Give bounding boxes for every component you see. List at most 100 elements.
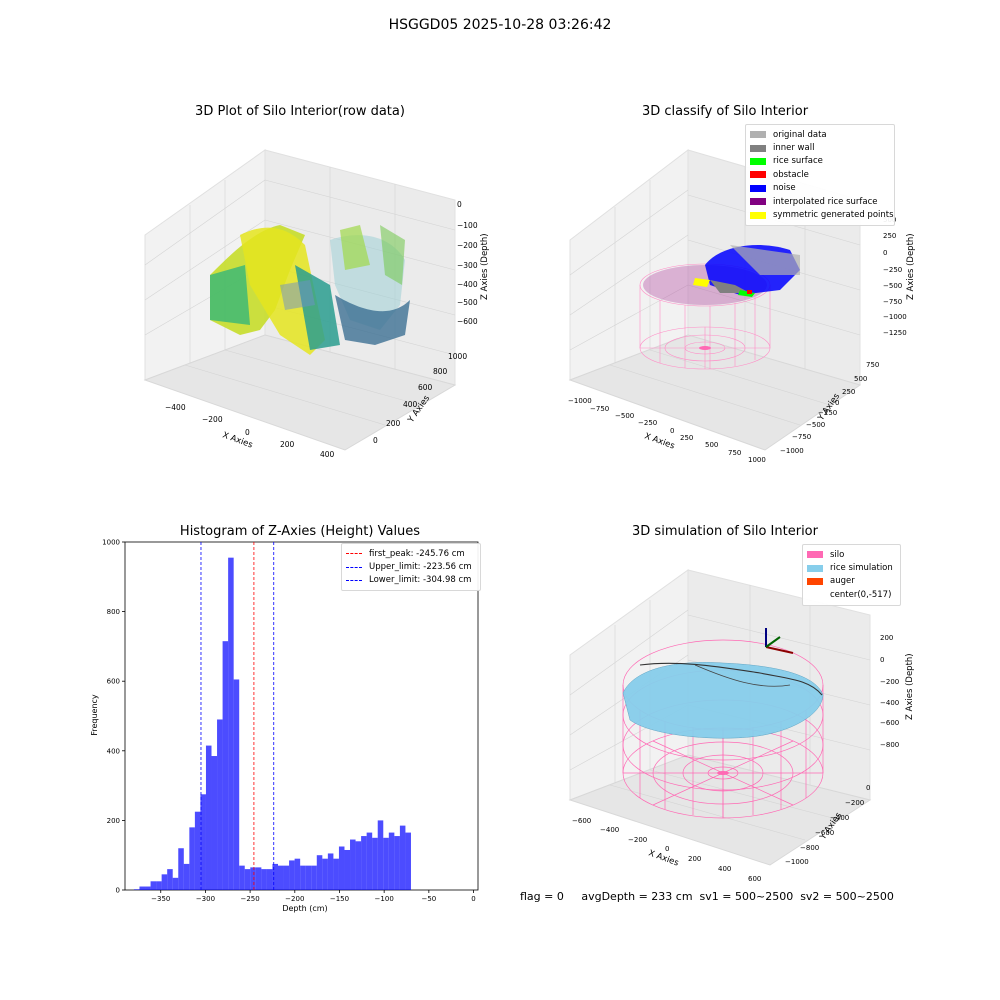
histogram-bar [394,836,400,890]
histogram-bar [372,837,378,890]
simulation-3d-plot: −600 −400 −200 0 200 400 600 0 −200 −400… [568,569,915,883]
svg-text:−800: −800 [800,844,819,852]
svg-text:−500: −500 [883,282,902,290]
histogram-bar [133,889,140,890]
svg-text:−1000: −1000 [883,313,907,321]
raw-x-ticks: −400 −200 0 200 400 [165,403,335,459]
svg-text:−200: −200 [202,415,223,424]
histogram-bar [277,865,284,890]
histogram-title: Histogram of Z-Axies (Height) Values [179,524,421,539]
histogram-bar [178,848,184,890]
histogram-x-label: Depth (cm) [282,904,327,913]
x-tick-label: −50 [421,895,436,903]
histogram-bar [255,867,262,890]
histogram-bar [300,865,306,890]
histogram-bar [305,865,312,890]
raw-3d-plot: −400 −200 0 200 400 0 200 400 600 800 10… [143,149,490,459]
classify-rice-surface [738,290,755,297]
simulation-x-ticks: −600 −400 −200 0 200 400 600 [572,817,761,883]
classify-y-ticks: 750 500 250 0 −250 −500 −750 −1000 [780,361,879,455]
histogram-bar [322,858,328,890]
svg-text:−750: −750 [883,298,902,306]
legend-swatch [807,551,823,559]
svg-text:800: 800 [433,367,448,376]
histogram-bar [350,839,356,890]
histogram-bar [250,867,256,890]
svg-text:−500: −500 [457,298,478,307]
simulation-z-ticks: 200 0 −200 −400 −600 −800 [880,634,899,749]
raw-point-cloud [210,225,410,355]
histogram-chart: −350 −300 −250 −200 −150 −100 −50 0 0 200 400 600 80… [90,539,479,913]
legend-item-lower-limit: Lower_limit: -304.98 cm [346,574,476,587]
svg-text:−100: −100 [457,221,478,230]
histogram-bar [333,858,339,890]
legend-item-noise: noise [750,182,890,195]
raw-z-ticks: 0 −100 −200 −300 −400 −500 −600 [457,200,478,326]
histogram-bar [261,869,267,890]
classify-obstacle [747,290,752,294]
svg-text:−1000: −1000 [785,858,809,866]
legend-item-first-peak: first_peak: -245.76 cm [346,547,476,560]
histogram-bar [167,869,173,890]
histogram-axes [124,541,479,891]
svg-text:−600: −600 [572,817,591,825]
classify-silo-center [699,346,711,350]
classify-inner-wall [710,280,750,293]
svg-text:500: 500 [705,441,718,449]
svg-text:−200: −200 [880,678,899,686]
svg-text:500: 500 [854,375,867,383]
svg-text:−400: −400 [457,280,478,289]
svg-text:−400: −400 [880,699,899,707]
svg-text:1000: 1000 [448,352,467,361]
histogram-bar [189,827,195,890]
legend-item-auger: auger [807,575,896,588]
legend-item-original-data: original data [750,128,890,141]
histogram-bar [139,886,146,890]
svg-text:−200: −200 [628,836,647,844]
svg-text:−750: −750 [792,433,811,441]
svg-text:−1250: −1250 [883,329,907,337]
svg-text:250: 250 [842,388,855,396]
legend-swatch [750,144,766,152]
svg-text:−600: −600 [457,317,478,326]
simulation-legend: silo rice simulation auger center(0,-517… [802,544,901,606]
raw-z-label: Z Axies (Depth) [480,233,490,300]
svg-text:−300: −300 [457,261,478,270]
svg-text:−1000: −1000 [568,397,592,405]
histogram-bar [228,557,234,890]
status-line: flag = 0 avgDepth = 233 cm sv1 = 500~250… [520,890,894,903]
histogram-bar [205,745,212,890]
y-tick-label: 400 [107,747,120,755]
svg-text:−1000: −1000 [780,447,804,455]
svg-text:−400: −400 [830,814,849,822]
svg-text:250: 250 [883,232,896,240]
histogram-bar [161,874,168,890]
legend-swatch [807,591,823,598]
svg-text:−500: −500 [615,412,634,420]
histogram-y-label: Frequency [90,694,99,736]
svg-text:750: 750 [728,449,741,457]
classify-x-ticks: −1000 −750 −500 −250 0 250 500 750 1000 [568,397,766,464]
legend-swatch [750,131,766,139]
svg-text:0: 0 [665,845,669,853]
histogram-bar [283,865,290,890]
histogram-bar [383,837,389,890]
histogram-bar [355,841,362,890]
histogram-bar [327,853,334,890]
histogram-bar [366,832,373,890]
svg-text:−750: −750 [590,405,609,413]
svg-text:600: 600 [418,383,433,392]
y-tick-label: 800 [107,608,120,616]
simulation-x-label: X Axies [647,848,680,868]
histogram-bar [194,811,201,890]
histogram-bar [266,869,273,890]
legend-swatch [807,564,823,572]
histogram-bars [133,557,411,890]
legend-swatch [750,198,766,206]
legend-dashed-line [346,566,362,568]
figure-title: HSGGD05 2025-10-28 03:26:42 [388,17,612,33]
simulation-y-ticks: 0 −200 −400 −600 −800 −1000 [785,784,870,866]
histogram-bar [183,863,190,890]
svg-text:0: 0 [880,656,884,664]
histogram-bar [244,869,251,890]
